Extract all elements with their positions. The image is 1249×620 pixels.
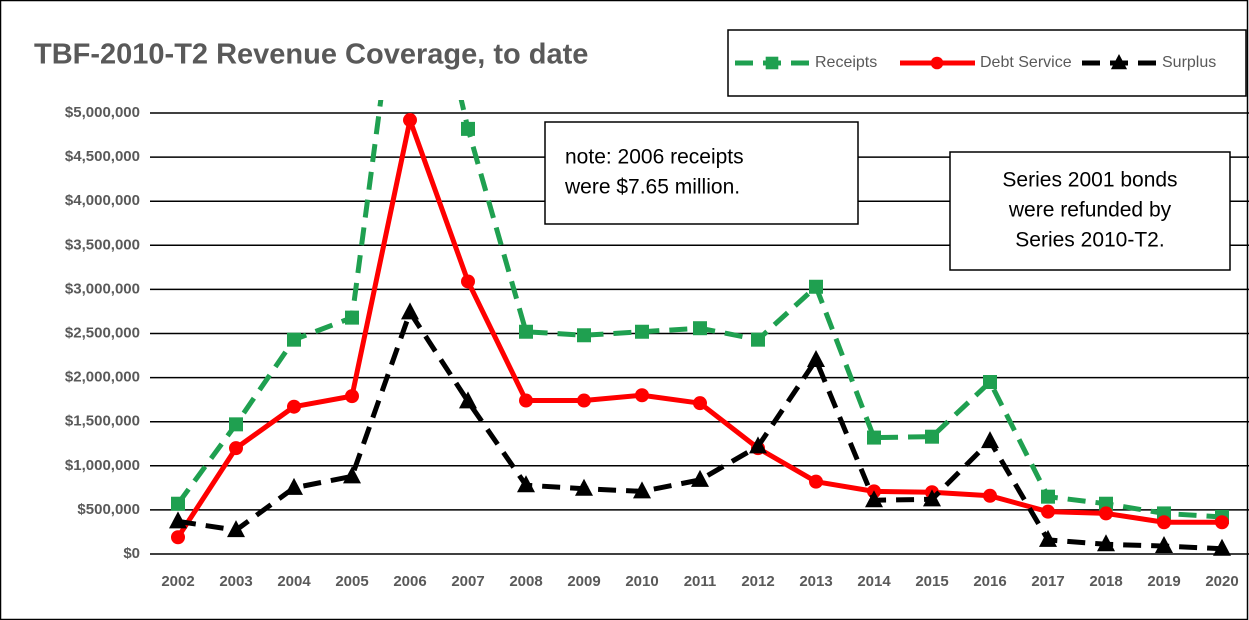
legend-label: Receipts xyxy=(815,54,877,71)
marker xyxy=(519,393,533,408)
marker xyxy=(229,441,243,456)
marker xyxy=(345,389,359,404)
marker xyxy=(1213,538,1231,556)
marker xyxy=(577,393,591,408)
marker xyxy=(403,113,417,128)
x-tick-label: 2012 xyxy=(741,573,774,590)
x-tick-label: 2017 xyxy=(1031,573,1064,590)
marker xyxy=(227,520,245,538)
marker xyxy=(635,388,649,403)
marker xyxy=(1110,54,1128,70)
marker xyxy=(459,391,477,409)
x-tick-label: 2013 xyxy=(799,573,832,590)
marker xyxy=(1155,536,1173,554)
marker xyxy=(577,328,591,343)
marker xyxy=(169,511,187,529)
marker xyxy=(983,375,997,390)
marker xyxy=(1039,529,1057,547)
marker xyxy=(765,56,779,70)
y-tick-label: $1,500,000 xyxy=(65,413,140,430)
marker xyxy=(461,274,475,289)
x-tick-label: 2006 xyxy=(393,573,426,590)
marker xyxy=(930,56,944,70)
marker xyxy=(983,488,997,503)
marker xyxy=(923,489,941,507)
marker xyxy=(1215,515,1229,530)
x-tick-label: 2018 xyxy=(1089,573,1122,590)
x-tick-label: 2008 xyxy=(509,573,542,590)
marker xyxy=(171,496,185,511)
marker xyxy=(749,436,767,454)
y-tick-label: $4,500,000 xyxy=(65,148,140,165)
marker xyxy=(401,302,419,320)
y-tick-label: $1,000,000 xyxy=(65,457,140,474)
legend-box xyxy=(727,29,1247,97)
x-tick-label: 2019 xyxy=(1147,573,1180,590)
y-tick-label: $4,000,000 xyxy=(65,192,140,209)
marker xyxy=(517,475,535,493)
annotation-box xyxy=(949,151,1231,271)
y-tick-label: $500,000 xyxy=(77,501,140,518)
marker xyxy=(1097,534,1115,552)
annotation-text: Series 2010-T2. xyxy=(1015,229,1164,252)
marker xyxy=(575,478,593,496)
marker xyxy=(635,324,649,339)
marker xyxy=(981,431,999,449)
annotation-text: were refunded by xyxy=(1008,199,1172,222)
marker xyxy=(287,399,301,414)
marker xyxy=(865,490,883,508)
x-tick-label: 2007 xyxy=(451,573,484,590)
x-tick-label: 2014 xyxy=(857,573,891,590)
marker xyxy=(1099,496,1113,511)
annotation-text: note: 2006 receipts xyxy=(565,146,744,169)
annotation-text: were $7.65 million. xyxy=(564,176,740,199)
y-tick-label: $3,000,000 xyxy=(65,280,140,297)
y-tick-label: $0 xyxy=(123,545,140,562)
marker xyxy=(171,530,185,545)
x-tick-label: 2015 xyxy=(915,573,948,590)
x-tick-label: 2004 xyxy=(277,573,311,590)
marker xyxy=(693,321,707,336)
y-tick-label: $2,500,000 xyxy=(65,324,140,341)
marker xyxy=(807,349,825,367)
x-tick-label: 2009 xyxy=(567,573,600,590)
marker xyxy=(693,396,707,411)
marker xyxy=(343,466,361,484)
y-tick-label: $5,000,000 xyxy=(65,104,140,121)
x-tick-label: 2002 xyxy=(161,573,194,590)
x-tick-label: 2016 xyxy=(973,573,1006,590)
marker xyxy=(809,279,823,294)
x-tick-label: 2020 xyxy=(1205,573,1238,590)
chart-title: TBF-2010-T2 Revenue Coverage, to date xyxy=(34,39,588,71)
marker xyxy=(519,324,533,339)
y-tick-label: $2,000,000 xyxy=(65,369,140,386)
marker xyxy=(229,417,243,432)
x-tick-label: 2010 xyxy=(625,573,658,590)
marker xyxy=(1041,489,1055,504)
marker xyxy=(287,332,301,347)
marker xyxy=(345,310,359,325)
marker xyxy=(461,121,475,136)
marker xyxy=(633,481,651,499)
marker xyxy=(285,477,303,495)
x-tick-label: 2003 xyxy=(219,573,252,590)
marker xyxy=(809,474,823,489)
legend-label: Surplus xyxy=(1162,54,1216,71)
marker xyxy=(1157,515,1171,530)
marker xyxy=(751,332,765,347)
x-tick-label: 2011 xyxy=(684,573,717,590)
marker xyxy=(925,429,939,444)
marker xyxy=(867,430,881,445)
y-tick-label: $3,500,000 xyxy=(65,236,140,253)
annotation-text: Series 2001 bonds xyxy=(1002,169,1177,192)
annotation-box xyxy=(544,121,859,225)
marker xyxy=(1099,506,1113,521)
marker xyxy=(1041,504,1055,519)
legend-label: Debt Service xyxy=(980,54,1072,71)
marker xyxy=(691,469,709,487)
x-tick-label: 2005 xyxy=(335,573,368,590)
